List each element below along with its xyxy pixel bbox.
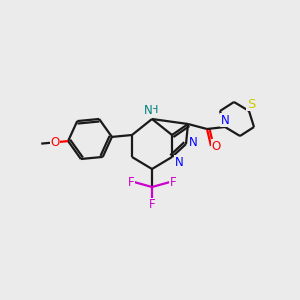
Text: N: N	[189, 136, 197, 148]
Text: O: O	[50, 136, 60, 149]
Text: S: S	[247, 98, 255, 110]
Text: O: O	[212, 140, 220, 152]
Text: N: N	[144, 103, 152, 116]
Text: F: F	[149, 199, 155, 212]
Text: N: N	[220, 113, 230, 127]
Text: F: F	[170, 176, 176, 188]
Text: F: F	[128, 176, 134, 188]
Text: H: H	[150, 105, 158, 115]
Text: N: N	[175, 155, 183, 169]
